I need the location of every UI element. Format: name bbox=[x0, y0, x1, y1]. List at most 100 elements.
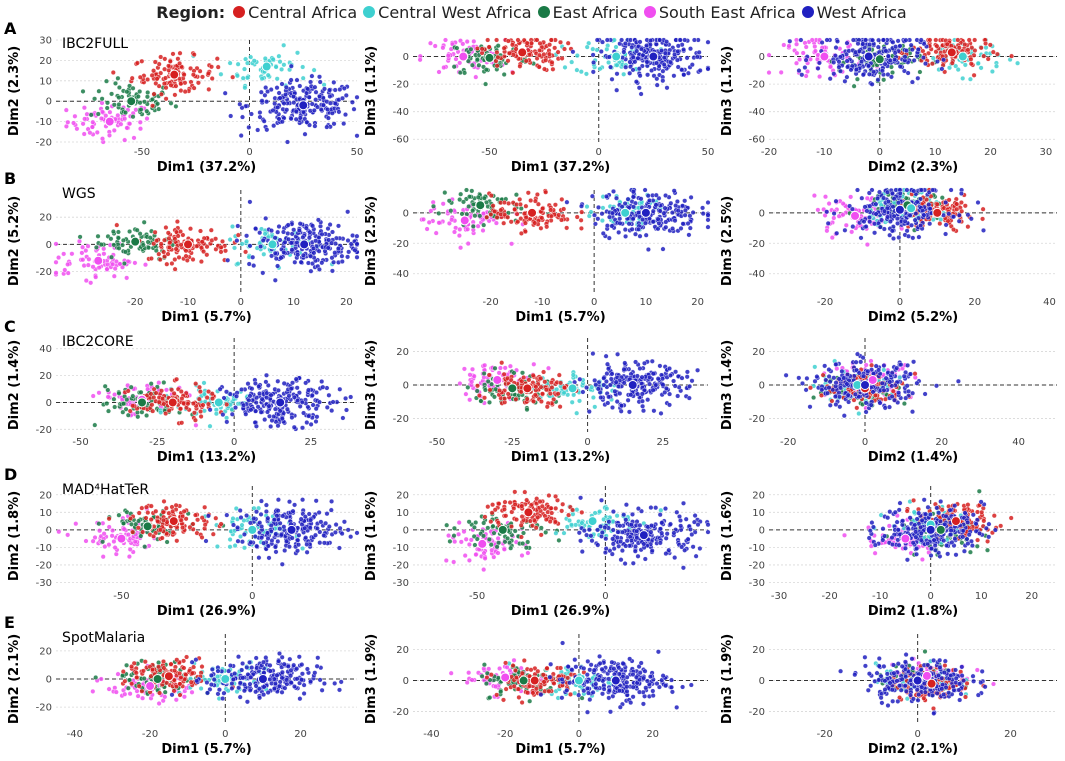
scatter-point bbox=[246, 397, 252, 403]
centroid-marker bbox=[137, 397, 147, 408]
scatter-point bbox=[968, 56, 974, 62]
x-tick-label: -10 bbox=[816, 147, 832, 158]
scatter-point bbox=[144, 413, 150, 419]
scatter-point bbox=[137, 74, 143, 80]
scatter-point bbox=[488, 211, 494, 217]
x-tick-label: -25 bbox=[504, 437, 520, 448]
scatter-point bbox=[831, 215, 837, 221]
scatter-point bbox=[479, 46, 485, 52]
scatter-point bbox=[218, 71, 224, 77]
scatter-point bbox=[642, 360, 648, 366]
scatter-point bbox=[938, 216, 944, 222]
scatter-point bbox=[177, 50, 183, 56]
scatter-point bbox=[863, 400, 869, 406]
scatter-point bbox=[81, 131, 87, 137]
scatter-point bbox=[946, 211, 952, 217]
x-tick-label: 10 bbox=[287, 297, 300, 308]
x-tick-label: 10 bbox=[640, 297, 653, 308]
scatter-point bbox=[604, 193, 610, 199]
scatter-point bbox=[137, 119, 143, 125]
y-tick-label: -40 bbox=[749, 269, 765, 280]
scatter-point bbox=[548, 213, 554, 219]
scatter-point bbox=[95, 111, 101, 117]
scatter-point bbox=[276, 53, 282, 59]
scatter-point bbox=[257, 109, 263, 115]
scatter-point bbox=[851, 83, 857, 89]
scatter-point bbox=[244, 233, 250, 239]
scatter-point bbox=[522, 229, 528, 235]
scatter-point bbox=[289, 247, 295, 253]
scatter-point bbox=[663, 224, 669, 230]
scatter-point bbox=[885, 199, 891, 205]
scatter-point bbox=[424, 226, 430, 232]
scatter-point bbox=[114, 222, 120, 228]
scatter-point bbox=[592, 404, 598, 410]
y-tick-label: -20 bbox=[393, 80, 409, 91]
scatter-point bbox=[250, 254, 256, 260]
scatter-point bbox=[313, 419, 319, 425]
scatter-point bbox=[621, 49, 627, 55]
scatter-point bbox=[56, 255, 62, 261]
scatter-point bbox=[650, 219, 656, 225]
scatter-point bbox=[99, 96, 105, 102]
scatter-point bbox=[831, 59, 837, 65]
scatter-point bbox=[482, 362, 488, 368]
scatter-point bbox=[77, 234, 83, 240]
scatter-point bbox=[244, 60, 250, 66]
scatter-point bbox=[515, 37, 521, 43]
scatter-point bbox=[965, 212, 971, 218]
scatter-point bbox=[530, 372, 536, 378]
x-axis-label: Dim1 (37.2%) bbox=[157, 160, 256, 175]
scatter-point bbox=[848, 194, 854, 200]
scatter-point bbox=[687, 225, 693, 231]
scatter-point bbox=[474, 57, 480, 63]
scatter-point bbox=[505, 214, 511, 220]
scatter-point bbox=[184, 257, 190, 263]
scatter-point bbox=[261, 118, 267, 124]
scatter-point bbox=[586, 409, 592, 415]
scatter-point bbox=[611, 188, 617, 194]
scatter-point bbox=[151, 68, 157, 74]
scatter-point bbox=[849, 206, 855, 212]
scatter-point bbox=[934, 59, 940, 65]
scatter-point bbox=[95, 233, 101, 239]
scatter-point bbox=[93, 244, 99, 250]
scatter-point bbox=[213, 411, 219, 417]
scatter-point bbox=[457, 381, 463, 387]
scatter-point bbox=[647, 197, 653, 203]
scatter-point bbox=[436, 210, 442, 216]
scatter-point bbox=[589, 193, 595, 199]
y-tick-label: 0 bbox=[759, 381, 765, 392]
scatter-point bbox=[662, 389, 668, 395]
scatter-point bbox=[304, 90, 310, 96]
scatter-point bbox=[542, 379, 548, 385]
scatter-point bbox=[570, 372, 576, 378]
y-tick-label: -20 bbox=[749, 239, 765, 250]
scatter-point bbox=[164, 261, 170, 267]
scatter-point bbox=[668, 200, 674, 206]
scatter-point bbox=[341, 121, 347, 127]
scatter-point bbox=[919, 187, 925, 193]
scatter-point bbox=[561, 206, 567, 212]
scatter-point bbox=[908, 42, 914, 48]
scatter-point bbox=[786, 43, 792, 49]
scatter-point bbox=[227, 60, 233, 66]
scatter-point bbox=[219, 238, 225, 244]
scatter-point bbox=[458, 191, 464, 197]
x-tick-label: -20 bbox=[780, 437, 796, 448]
scatter-point bbox=[833, 361, 839, 367]
scatter-point bbox=[297, 403, 303, 409]
scatter-point bbox=[272, 101, 278, 107]
scatter-point bbox=[272, 277, 278, 283]
scatter-point bbox=[137, 100, 143, 106]
scatter-point bbox=[583, 71, 589, 77]
scatter-point bbox=[157, 257, 163, 263]
scatter-point bbox=[205, 70, 211, 76]
scatter-point bbox=[819, 40, 825, 46]
scatter-point bbox=[654, 60, 660, 66]
x-tick-label: -50 bbox=[481, 147, 497, 158]
scatter-point bbox=[341, 85, 347, 91]
scatter-point bbox=[844, 74, 850, 80]
scatter-point bbox=[74, 126, 80, 132]
